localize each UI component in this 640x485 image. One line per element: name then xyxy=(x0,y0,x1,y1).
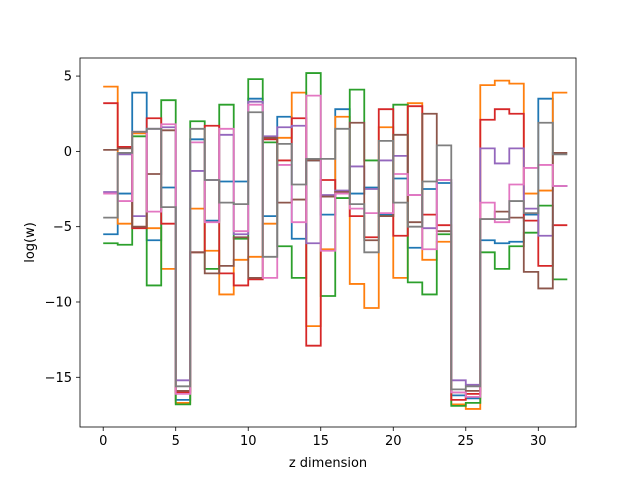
x-tick-label: 10 xyxy=(240,434,257,449)
series-line-1 xyxy=(103,91,568,401)
x-tick-label: 15 xyxy=(312,434,329,449)
x-tick-label: 30 xyxy=(530,434,547,449)
series-line-4 xyxy=(103,102,568,401)
x-axis: 0 5 10 15 20 25 30 xyxy=(99,427,547,449)
series-line-8 xyxy=(103,111,568,391)
y-tick-label: 5 xyxy=(64,70,72,85)
x-axis-label: z dimension xyxy=(289,456,367,471)
x-tick-label: 20 xyxy=(385,434,402,449)
y-axis-label: log(w) xyxy=(23,222,38,263)
plot-frame xyxy=(79,57,577,428)
y-tick-label: −10 xyxy=(45,295,72,310)
series-line-7 xyxy=(103,94,568,398)
x-tick-label: 25 xyxy=(458,434,475,449)
y-tick-label: −5 xyxy=(53,220,72,235)
y-axis: 5 0 −5 −10 −15 xyxy=(45,70,80,386)
series-layer xyxy=(103,72,568,410)
y-tick-label: −15 xyxy=(45,371,72,386)
x-tick-label: 5 xyxy=(172,434,180,449)
x-tick-label: 0 xyxy=(99,434,107,449)
y-tick-label: 0 xyxy=(64,145,72,160)
